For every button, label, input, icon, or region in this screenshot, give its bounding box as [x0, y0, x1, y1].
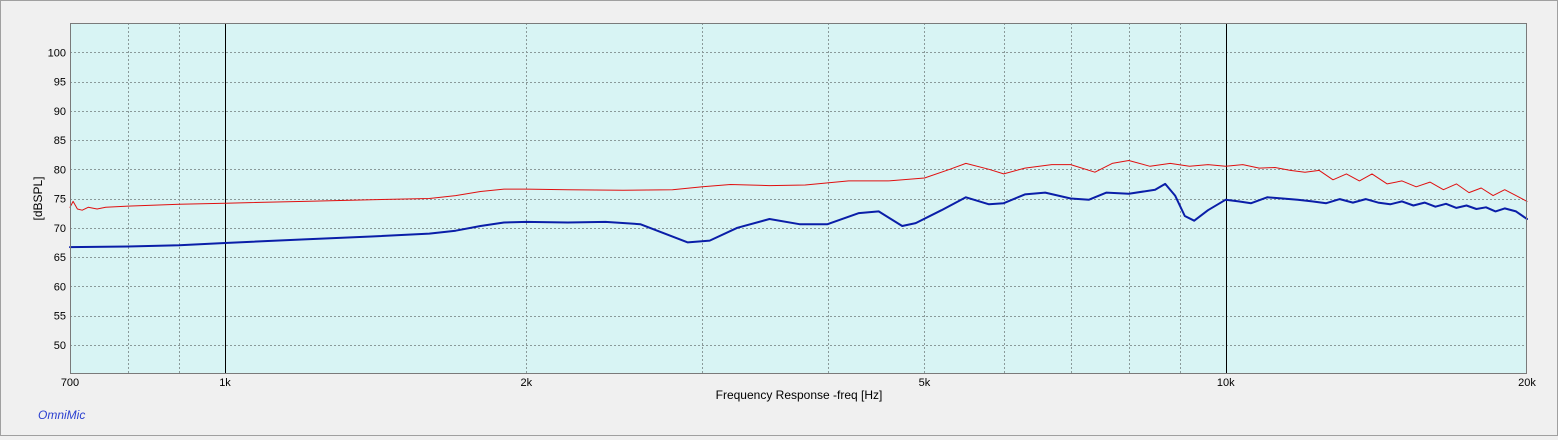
x-tick-label: 10k	[1217, 377, 1235, 389]
y-tick-label: 80	[54, 164, 66, 176]
y-tick-label: 85	[54, 135, 66, 147]
x-tick-label: 20k	[1518, 377, 1536, 389]
y-tick-label: 50	[54, 340, 66, 352]
series-line-1	[69, 160, 1528, 211]
plot-area	[70, 23, 1527, 374]
plot-border	[70, 23, 1527, 374]
x-tick-label: 5k	[919, 377, 931, 389]
series-layer	[69, 160, 1528, 249]
x-tick-label: 2k	[520, 377, 532, 389]
x-axis-label: Frequency Response -freq [Hz]	[716, 388, 883, 402]
y-tick-label: 70	[54, 223, 66, 235]
y-tick-label: 65	[54, 252, 66, 264]
y-tick-label: 90	[54, 106, 66, 118]
y-tick-label: 75	[54, 194, 66, 206]
y-tick-label: 60	[54, 281, 66, 293]
series-line-2	[69, 182, 1528, 249]
y-tick-label: 55	[54, 311, 66, 323]
x-tick-label: 1k	[219, 377, 231, 389]
major-gridlines	[225, 23, 1227, 374]
brand-label: OmniMic	[38, 408, 86, 422]
y-axis-label: [dBSPL]	[31, 176, 45, 220]
x-axis-ticks: 700 1k 2k 5k 10k 20k	[61, 377, 1537, 389]
y-tick-label: 100	[48, 47, 66, 59]
y-axis-ticks: 50 55 60 65 70 75 80 85 90 95 100	[48, 47, 66, 352]
minor-gridlines	[70, 23, 1527, 374]
x-tick-label: 700	[61, 377, 79, 389]
y-tick-label: 95	[54, 77, 66, 89]
